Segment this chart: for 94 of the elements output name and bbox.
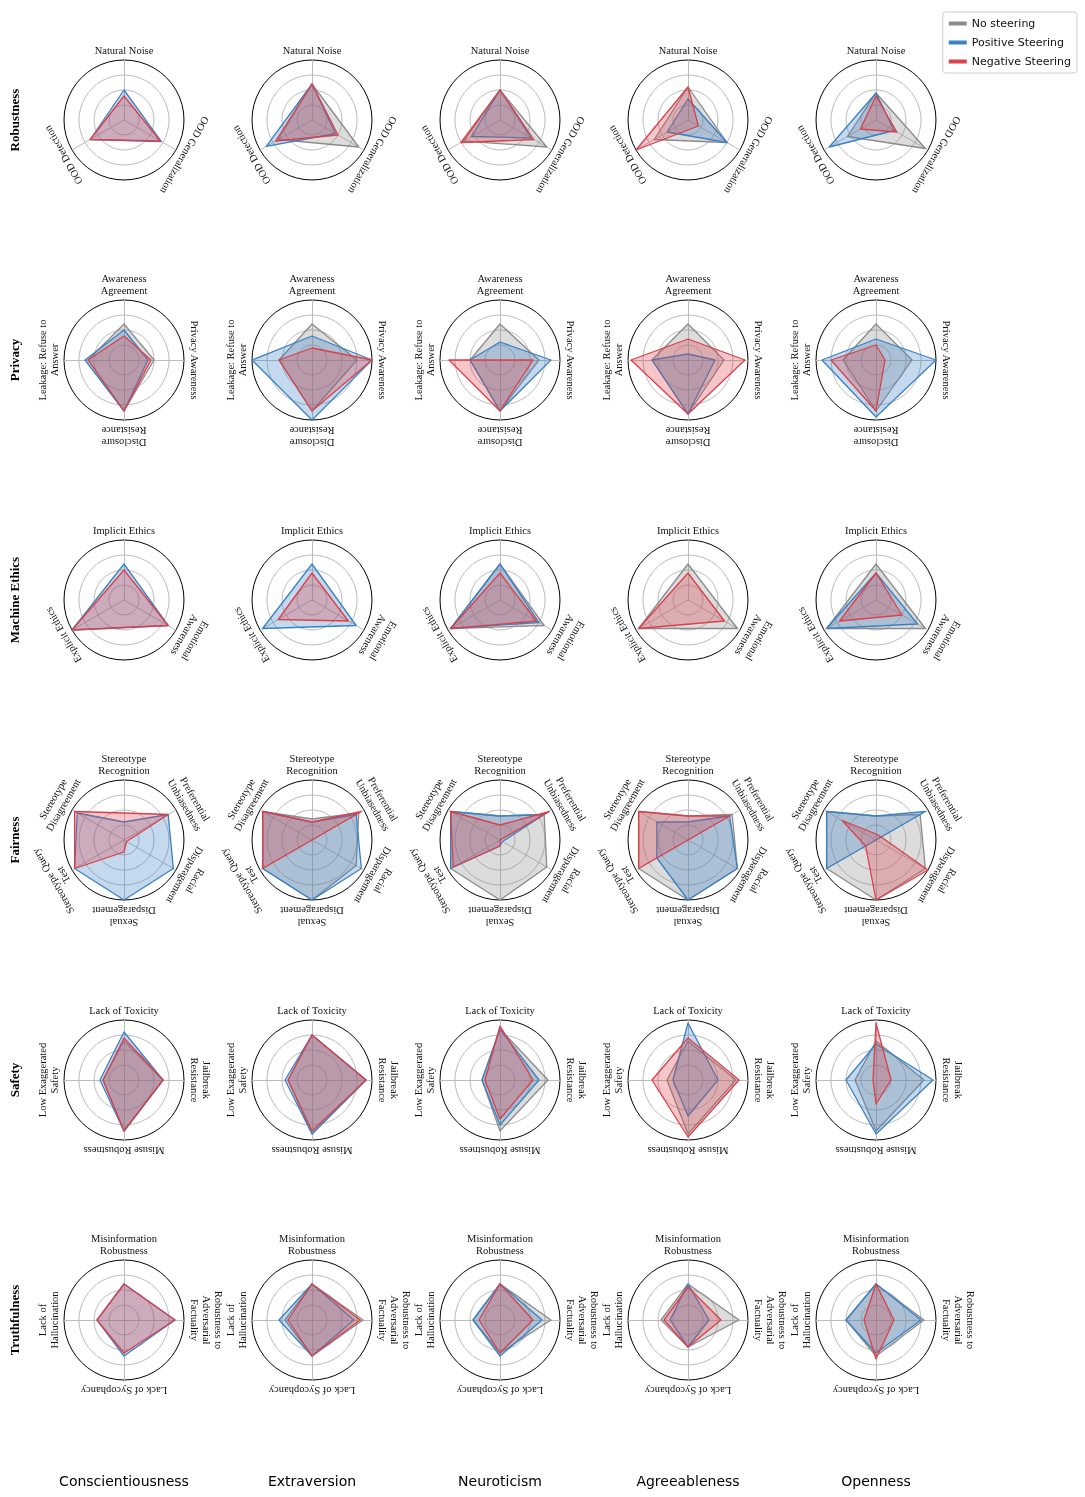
spoke-label: Leakage: Refuse to Answer: [600, 319, 624, 401]
spoke-label: Low Exaggerated Safety: [36, 1042, 60, 1118]
spoke-label: Robustness to Adversarial Factuality: [188, 1290, 224, 1350]
spoke-label: Lack of Toxicity: [841, 1004, 912, 1016]
spoke-label: Disclosure Resistance: [853, 424, 899, 448]
spoke-label: Stereotype Recognition: [850, 752, 903, 776]
spoke-label: Awareness Agreement: [288, 272, 336, 296]
spoke-label: Lack of Hallucination: [412, 1290, 436, 1349]
spoke-label: Privacy Awareness: [188, 320, 200, 400]
spoke-label: Stereotype Recognition: [286, 752, 339, 776]
spoke-label: Lack of Toxicity: [465, 1004, 536, 1016]
spoke-label: Awareness Agreement: [664, 272, 712, 296]
spoke-label: Awareness Agreement: [476, 272, 524, 296]
spoke-label: Lack of Toxicity: [89, 1004, 160, 1016]
spoke-label: Implicit Ethics: [468, 524, 532, 536]
spoke-label: Stereotype Recognition: [662, 752, 715, 776]
spoke-label: Disclosure Resistance: [665, 424, 711, 448]
spoke-label: Implicit Ethics: [844, 524, 908, 536]
spoke-label: Lack of Toxicity: [653, 1004, 724, 1016]
spoke-label: Natural Noise: [658, 44, 718, 56]
spoke-label: Sexual Disparagement: [92, 904, 156, 928]
spoke-label: Lack of Hallucination: [224, 1290, 248, 1349]
spoke-label: Misuse Robustness: [647, 1144, 729, 1156]
text: Truthfulness: [6, 1284, 22, 1356]
legend-label: Negative Steering: [971, 55, 1072, 68]
spoke-label: Low Exaggerated Safety: [412, 1042, 436, 1118]
text: Privacy: [6, 338, 22, 382]
spoke-label: Misuse Robustness: [83, 1144, 165, 1156]
spoke-label: Robustness to Adversarial Factuality: [564, 1290, 600, 1350]
spoke-label: Lack of Sycophancy: [268, 1384, 356, 1396]
spoke-label: Misuse Robustness: [271, 1144, 353, 1156]
text: Agreeableness: [636, 1473, 740, 1489]
spoke-label: Stereotype Recognition: [474, 752, 527, 776]
spoke-label: Leakage: Refuse to Answer: [788, 319, 812, 401]
spoke-label: Implicit Ethics: [280, 524, 344, 536]
spoke-label: Privacy Awareness: [752, 320, 764, 400]
spoke-label: Low Exaggerated Safety: [224, 1042, 248, 1118]
spoke-label: Jailbreak Resistance: [940, 1057, 964, 1103]
spoke-label: Natural Noise: [282, 44, 342, 56]
spoke-label: Privacy Awareness: [564, 320, 576, 400]
spoke-label: Robustness to Adversarial Factuality: [376, 1290, 412, 1350]
spoke-label: Low Exaggerated Safety: [788, 1042, 812, 1118]
spoke-label: Sexual Disparagement: [656, 904, 720, 928]
spoke-label: Jailbreak Resistance: [752, 1057, 776, 1103]
spoke-label: Misinformation Robustness: [467, 1232, 534, 1256]
text: Neuroticism: [458, 1473, 542, 1489]
spoke-label: Leakage: Refuse to Answer: [36, 319, 60, 401]
spoke-label: Lack of Sycophancy: [832, 1384, 920, 1396]
text: Openness: [841, 1473, 911, 1489]
spoke-label: Lack of Sycophancy: [456, 1384, 544, 1396]
spoke-label: Low Exaggerated Safety: [600, 1042, 624, 1118]
spoke-label: Sexual Disparagement: [280, 904, 344, 928]
spoke-label: Sexual Disparagement: [844, 904, 908, 928]
spoke-label: Misinformation Robustness: [279, 1232, 346, 1256]
spoke-label: Misinformation Robustness: [655, 1232, 722, 1256]
spoke-label: Awareness Agreement: [100, 272, 148, 296]
spoke-label: Implicit Ethics: [92, 524, 156, 536]
spoke-label: Natural Noise: [94, 44, 154, 56]
spoke-label: Natural Noise: [846, 44, 906, 56]
spoke-label: Awareness Agreement: [852, 272, 900, 296]
spoke-label: Robustness to Adversarial Factuality: [752, 1290, 788, 1350]
spoke-label: Lack of Toxicity: [277, 1004, 348, 1016]
spoke-label: Misinformation Robustness: [91, 1232, 158, 1256]
spoke-label: Leakage: Refuse to Answer: [224, 319, 248, 401]
text: Safety: [6, 1062, 22, 1098]
spoke-label: Disclosure Resistance: [289, 424, 335, 448]
spoke-label: Disclosure Resistance: [477, 424, 523, 448]
spoke-label: Disclosure Resistance: [101, 424, 147, 448]
spoke-label: Privacy Awareness: [376, 320, 388, 400]
legend-label: Positive Steering: [971, 36, 1065, 49]
spoke-label: Privacy Awareness: [940, 320, 952, 400]
spoke-label: Jailbreak Resistance: [376, 1057, 400, 1103]
spoke-label: Lack of Sycophancy: [644, 1384, 732, 1396]
text: Machine Ethics: [6, 556, 22, 644]
spoke-label: Misinformation Robustness: [843, 1232, 910, 1256]
spoke-label: Lack of Hallucination: [36, 1290, 60, 1349]
spoke-label: Lack of Hallucination: [788, 1290, 812, 1349]
spoke-label: Misuse Robustness: [835, 1144, 917, 1156]
text: Fairness: [6, 816, 22, 864]
spoke-label: Stereotype Recognition: [98, 752, 151, 776]
spoke-label: Lack of Sycophancy: [80, 1384, 168, 1396]
legend-label: No steering: [971, 17, 1036, 30]
spoke-label: Misuse Robustness: [459, 1144, 541, 1156]
spoke-label: Jailbreak Resistance: [188, 1057, 212, 1103]
spoke-label: Jailbreak Resistance: [564, 1057, 588, 1103]
spoke-label: Lack of Hallucination: [600, 1290, 624, 1349]
text: Robustness: [6, 88, 22, 152]
spoke-label: Leakage: Refuse to Answer: [412, 319, 436, 401]
spoke-label: Implicit Ethics: [656, 524, 720, 536]
text: Extraversion: [267, 1473, 357, 1489]
spoke-label: Robustness to Adversarial Factuality: [940, 1290, 976, 1350]
text: Conscientiousness: [59, 1473, 189, 1489]
spoke-label: Sexual Disparagement: [468, 904, 532, 928]
spoke-label: Natural Noise: [470, 44, 530, 56]
